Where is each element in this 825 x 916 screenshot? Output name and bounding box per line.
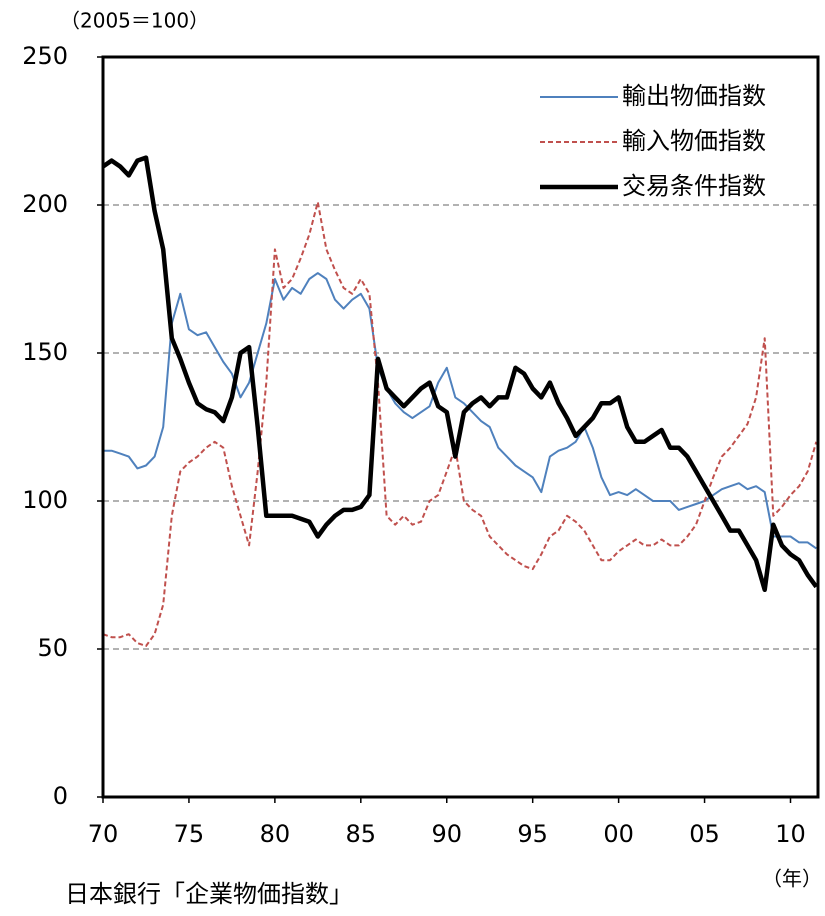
x-tick-label: 95 <box>517 820 548 848</box>
x-tick-label: 85 <box>346 820 377 848</box>
series-line <box>103 272 817 550</box>
y-tick-label: 200 <box>22 190 68 218</box>
x-tick-label: 80 <box>260 820 291 848</box>
x-tick-label: 00 <box>603 820 634 848</box>
y-tick-label: 0 <box>53 782 68 810</box>
x-tick-label: 10 <box>775 820 806 848</box>
series-line <box>102 201 818 647</box>
y-tick-label: 250 <box>22 42 68 70</box>
y-unit: （2005＝100） <box>60 9 209 33</box>
x-unit: （年） <box>762 867 822 891</box>
y-tick-label: 100 <box>22 486 68 514</box>
x-tick-label: 75 <box>174 820 205 848</box>
source-note: 日本銀行「企業物価指数」 <box>65 880 353 908</box>
x-tick-label: 05 <box>689 820 720 848</box>
x-tick-label: 70 <box>88 820 119 848</box>
legend-label: 輸出物価指数 <box>622 82 766 110</box>
x-tick-label: 90 <box>431 820 462 848</box>
legend-label: 交易条件指数 <box>622 172 766 200</box>
y-tick-label: 150 <box>22 338 68 366</box>
plot-frame <box>101 55 820 799</box>
y-tick-label: 50 <box>37 634 68 662</box>
series-line <box>101 155 819 593</box>
legend-label: 輸入物価指数 <box>622 127 766 155</box>
